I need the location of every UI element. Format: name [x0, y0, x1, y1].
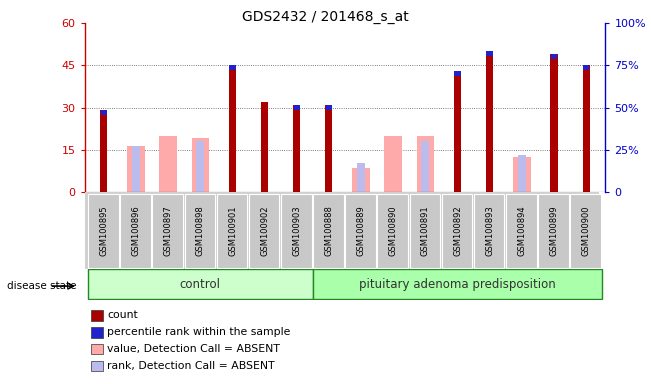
Bar — [293, 105, 300, 192]
Text: GSM100890: GSM100890 — [389, 205, 398, 256]
Text: GSM100892: GSM100892 — [453, 205, 462, 256]
Text: GSM100894: GSM100894 — [518, 205, 527, 256]
FancyBboxPatch shape — [409, 194, 440, 268]
FancyBboxPatch shape — [217, 194, 247, 268]
Text: GSM100895: GSM100895 — [100, 205, 109, 256]
FancyBboxPatch shape — [506, 194, 536, 268]
Bar — [454, 71, 461, 192]
FancyBboxPatch shape — [442, 194, 473, 268]
FancyBboxPatch shape — [120, 194, 151, 268]
FancyBboxPatch shape — [474, 194, 505, 268]
Bar — [326, 105, 333, 192]
FancyBboxPatch shape — [249, 194, 279, 268]
FancyBboxPatch shape — [185, 194, 215, 268]
Bar — [551, 54, 557, 192]
FancyBboxPatch shape — [538, 194, 569, 268]
Text: GSM100903: GSM100903 — [292, 205, 301, 256]
Bar — [421, 141, 430, 192]
Text: rank, Detection Call = ABSENT: rank, Detection Call = ABSENT — [107, 361, 275, 371]
Text: disease state: disease state — [7, 281, 76, 291]
FancyBboxPatch shape — [152, 194, 183, 268]
FancyBboxPatch shape — [88, 270, 313, 299]
Bar — [513, 157, 531, 192]
Bar — [486, 51, 493, 192]
Text: pituitary adenoma predisposition: pituitary adenoma predisposition — [359, 278, 556, 291]
Text: GSM100893: GSM100893 — [485, 205, 494, 256]
Text: GSM100898: GSM100898 — [196, 205, 205, 256]
Bar — [583, 65, 589, 70]
Bar — [352, 168, 370, 192]
FancyBboxPatch shape — [281, 194, 312, 268]
FancyBboxPatch shape — [88, 194, 118, 268]
Text: count: count — [107, 310, 138, 320]
Text: percentile rank within the sample: percentile rank within the sample — [107, 327, 291, 337]
Bar — [100, 110, 107, 192]
FancyBboxPatch shape — [313, 270, 602, 299]
Bar — [326, 105, 332, 110]
Bar — [159, 136, 177, 192]
Bar — [294, 105, 300, 110]
Bar — [583, 65, 590, 192]
Bar — [486, 51, 493, 56]
Bar — [197, 141, 204, 192]
Bar — [518, 155, 526, 192]
Text: GSM100899: GSM100899 — [549, 205, 559, 256]
Bar — [417, 136, 434, 192]
Text: GSM100900: GSM100900 — [581, 205, 590, 256]
Text: value, Detection Call = ABSENT: value, Detection Call = ABSENT — [107, 344, 281, 354]
Bar — [357, 163, 365, 192]
Text: GSM100902: GSM100902 — [260, 205, 269, 256]
Text: GSM100897: GSM100897 — [163, 205, 173, 256]
FancyBboxPatch shape — [378, 194, 408, 268]
FancyBboxPatch shape — [313, 194, 344, 268]
Bar — [191, 138, 209, 192]
Text: GSM100896: GSM100896 — [132, 205, 141, 256]
FancyBboxPatch shape — [570, 194, 601, 268]
Text: GDS2432 / 201468_s_at: GDS2432 / 201468_s_at — [242, 10, 409, 23]
Text: control: control — [180, 278, 221, 291]
Bar — [101, 110, 107, 116]
FancyBboxPatch shape — [345, 194, 376, 268]
Bar — [261, 102, 268, 192]
Bar — [551, 54, 557, 59]
Text: GSM100901: GSM100901 — [228, 205, 237, 256]
Bar — [454, 71, 461, 76]
Bar — [229, 65, 236, 70]
Bar — [229, 65, 236, 192]
Bar — [384, 136, 402, 192]
Bar — [127, 146, 145, 192]
Bar — [132, 146, 140, 192]
Text: GSM100889: GSM100889 — [357, 205, 366, 256]
Text: GSM100891: GSM100891 — [421, 205, 430, 256]
Text: GSM100888: GSM100888 — [324, 205, 333, 256]
